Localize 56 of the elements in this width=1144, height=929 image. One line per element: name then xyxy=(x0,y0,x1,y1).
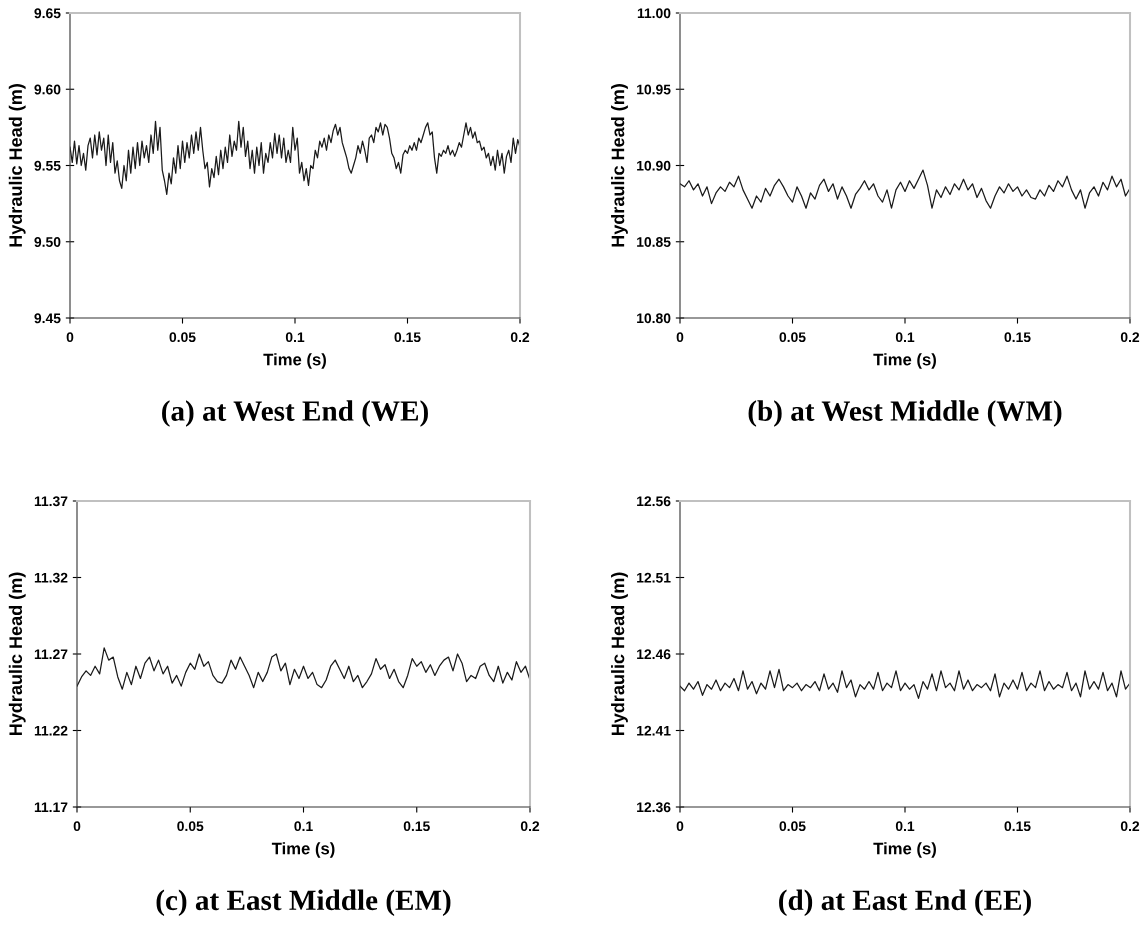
y-tick-label: 10.85 xyxy=(637,237,671,247)
y-axis-title: Hydraulic Head (m) xyxy=(611,572,628,736)
x-tick-label: 0.05 xyxy=(177,821,204,832)
x-tick-label: 0 xyxy=(73,821,81,832)
x-tick-label: 0.05 xyxy=(169,332,196,343)
y-tick-label: 12.36 xyxy=(637,802,671,813)
x-tick-label: 0.05 xyxy=(779,332,806,343)
text: (a) at West End (WE) xyxy=(162,400,428,427)
x-axis-title: Time (s) xyxy=(271,842,335,858)
y-tick-label: 12.56 xyxy=(637,496,671,507)
y-tick-label: 11.32 xyxy=(34,572,68,583)
text: (b) at West Middle (WM) xyxy=(748,400,1062,427)
y-tick-label: 10.95 xyxy=(637,84,671,95)
x-axis-title: Time (s) xyxy=(873,842,936,858)
x-tick-label: 0.2 xyxy=(520,821,540,832)
line-series xyxy=(70,120,520,196)
y-tick-label: 9.65 xyxy=(34,8,61,19)
y-tick-label: 11.22 xyxy=(34,725,68,736)
y-tick-label: 9.55 xyxy=(34,160,61,171)
x-tick-label: 0.1 xyxy=(895,821,915,832)
y-tick-label: 9.50 xyxy=(34,237,61,247)
x-tick-label: 0.15 xyxy=(1004,821,1031,832)
y-tick-label: 12.41 xyxy=(637,725,671,736)
x-tick-label: 0.2 xyxy=(1120,821,1140,832)
x-tick-label: 0.2 xyxy=(1120,332,1140,343)
y-tick-label: 9.45 xyxy=(34,313,61,324)
y-tick-label: 11.00 xyxy=(637,8,671,19)
y-tick-label: 11.17 xyxy=(34,802,68,813)
y-tick-label: 11.27 xyxy=(34,649,68,660)
x-tick-label: 0.15 xyxy=(403,821,430,832)
y-tick-label: 12.51 xyxy=(637,572,671,583)
text: (c) at East Middle (EM) xyxy=(156,889,451,917)
y-tick-label: 10.80 xyxy=(637,313,671,324)
x-tick-label: 0.1 xyxy=(285,332,305,343)
x-tick-label: 0.05 xyxy=(779,821,806,832)
y-axis-title: Hydraulic Head (m) xyxy=(8,84,26,247)
y-tick-label: 10.90 xyxy=(637,160,671,171)
x-tick-label: 0 xyxy=(676,332,684,343)
x-tick-label: 0.1 xyxy=(294,821,313,832)
x-tick-label: 0.15 xyxy=(394,332,421,343)
line-series xyxy=(680,169,1130,209)
x-tick-label: 0 xyxy=(66,332,74,343)
line-series xyxy=(77,647,530,690)
y-axis-title: Hydraulic Head (m) xyxy=(8,572,26,736)
line-series xyxy=(680,668,1130,699)
x-tick-label: 0.2 xyxy=(510,332,530,343)
y-tick-label: 12.46 xyxy=(637,649,671,660)
y-axis-title: Hydraulic Head (m) xyxy=(611,84,628,247)
x-axis-title: Time (s) xyxy=(263,353,326,369)
y-tick-label: 11.37 xyxy=(34,496,68,507)
x-tick-label: 0 xyxy=(676,821,684,832)
x-tick-label: 0.1 xyxy=(895,332,915,343)
text: (d) at East End (EE) xyxy=(779,889,1031,917)
y-tick-label: 9.60 xyxy=(34,84,61,95)
x-axis-title: Time (s) xyxy=(873,353,936,369)
x-tick-label: 0.15 xyxy=(1004,332,1031,343)
